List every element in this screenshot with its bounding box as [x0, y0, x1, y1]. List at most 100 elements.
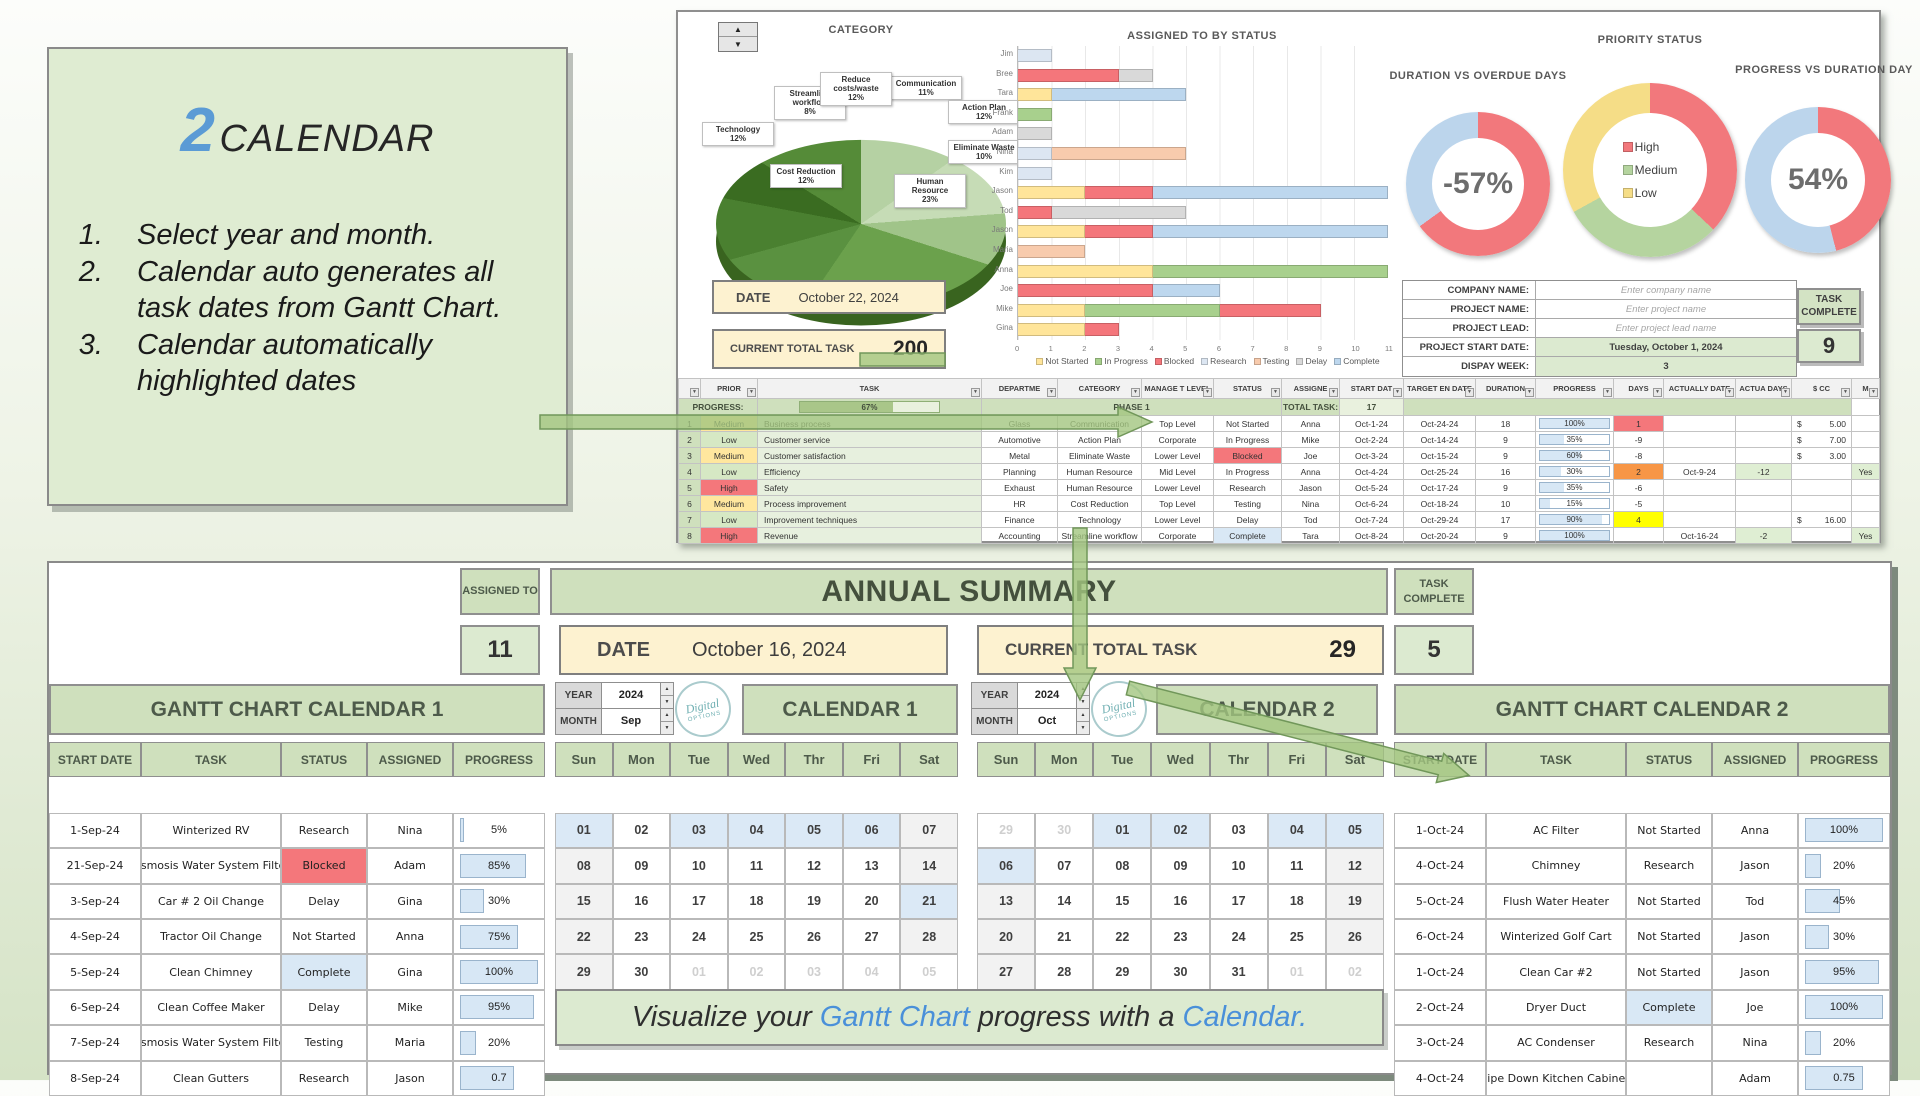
task-cell: Cost Reduction: [1057, 495, 1142, 512]
spinner[interactable]: ▲ ▼: [660, 683, 673, 708]
company-info-value[interactable]: Enter company name: [1620, 284, 1712, 296]
bar-category-label: Nina: [996, 147, 1013, 156]
bar-category-label: Jason: [991, 186, 1013, 196]
filter-dropdown-icon[interactable]: ▼: [1203, 388, 1212, 397]
task-cell: Glass: [981, 415, 1058, 432]
date-value: October 22, 2024: [798, 289, 899, 305]
filter-dropdown-icon[interactable]: ▼: [1465, 388, 1474, 397]
legend-item: In Progress: [1095, 356, 1148, 366]
gantt-cell: Nina: [367, 812, 453, 849]
task-cell: Medium: [700, 447, 758, 464]
days-cell: -5: [1613, 495, 1664, 512]
calendar2-year-month-selector[interactable]: YEAR 2024 ▲ ▼ MONTH Oct ▲ ▼: [971, 682, 1090, 735]
chart-spinner[interactable]: ▲ ▼: [718, 22, 758, 52]
spin-up-icon[interactable]: ▲: [719, 23, 757, 37]
gantt-cell: 4-Oct-24: [1394, 1060, 1486, 1096]
task-cell: 17: [1475, 511, 1536, 528]
legend-item: Research: [1201, 356, 1247, 366]
filter-dropdown-icon[interactable]: ▼: [1329, 388, 1338, 397]
row-number: 3: [678, 447, 701, 464]
calendar-day-cell: 30: [1035, 812, 1094, 849]
cost-cell: $3.00: [1791, 447, 1852, 464]
spin-down-icon[interactable]: ▼: [661, 695, 673, 708]
company-info-row: PROJECT NAME: Enter project name: [1403, 300, 1796, 319]
calendar1-year-month-selector[interactable]: YEAR 2024 ▲ ▼ MONTH Sep ▲ ▼: [555, 682, 674, 735]
bar-segment: [1018, 225, 1086, 239]
selector-value[interactable]: 2024: [1018, 683, 1076, 708]
donut-center-value: 54%: [1787, 163, 1849, 196]
filter-dropdown-icon[interactable]: ▼: [1271, 388, 1280, 397]
filter-dropdown-icon[interactable]: ▼: [1393, 388, 1402, 397]
filter-dropdown-icon[interactable]: ▼: [1047, 388, 1056, 397]
cost-cell: [1791, 495, 1852, 512]
bar-category-label: Tod: [1000, 205, 1013, 215]
filter-dropdown-icon[interactable]: ▼: [1131, 388, 1140, 397]
filter-dropdown-icon[interactable]: ▼: [1869, 388, 1878, 397]
progress-cell: 100%: [1535, 527, 1614, 544]
filter-dropdown-icon[interactable]: ▼: [690, 388, 699, 397]
spinner[interactable]: ▲ ▼: [660, 708, 673, 734]
task-cell: Low: [700, 511, 758, 528]
calendar-day-cell: 19: [785, 883, 843, 919]
task-cell: Lower Level: [1141, 447, 1214, 464]
bar-segment: [1018, 127, 1052, 141]
filter-dropdown-icon[interactable]: ▼: [747, 388, 756, 397]
row-number: 6: [678, 495, 701, 512]
gantt-cell: 5-Sep-24: [49, 954, 141, 990]
task-row: 1 Medium Business process Glass Communicatio…: [678, 415, 1880, 432]
column-header: ASSIGNE ▼: [1281, 378, 1340, 399]
filter-dropdown-icon[interactable]: ▼: [1603, 388, 1612, 397]
filter-dropdown-icon[interactable]: ▼: [1725, 388, 1734, 397]
gantt-cell: Wipe Down Kitchen Cabinets: [1486, 1060, 1626, 1096]
company-info-value[interactable]: 3: [1536, 357, 1796, 376]
spin-down-icon[interactable]: ▼: [719, 37, 757, 51]
company-info-panel: COMPANY NAME: Enter company name PROJECT N…: [1402, 280, 1797, 377]
legend-swatch-icon: [1622, 188, 1633, 198]
company-info-value[interactable]: Enter project name: [1625, 303, 1707, 315]
filter-dropdown-icon[interactable]: ▼: [1841, 388, 1850, 397]
gantt-column-header: TASK: [1486, 742, 1626, 778]
spin-up-icon[interactable]: ▲: [1077, 683, 1089, 696]
selector-value[interactable]: Oct: [1018, 708, 1076, 734]
calendar-day-cell: 02: [1151, 812, 1210, 849]
spin-up-icon[interactable]: ▲: [1077, 708, 1089, 722]
task-cell: Top Level: [1141, 415, 1214, 432]
filter-dropdown-icon[interactable]: ▼: [971, 388, 980, 397]
selector-value[interactable]: 2024: [602, 683, 660, 708]
gantt2-title: GANTT CHART CALENDAR 2: [1394, 684, 1890, 735]
filter-dropdown-icon[interactable]: ▼: [1525, 388, 1534, 397]
spin-down-icon[interactable]: ▼: [1077, 721, 1089, 734]
cost-cell: [1791, 527, 1852, 544]
filter-dropdown-icon[interactable]: ▼: [1781, 388, 1790, 397]
spinner[interactable]: ▲ ▼: [1076, 683, 1089, 708]
calendar-day-cell: 02: [612, 812, 671, 849]
legend-swatch-icon: [1622, 165, 1633, 175]
task-cell: Automotive: [981, 431, 1058, 448]
task-cell: Oct-7-24: [1339, 511, 1404, 528]
gantt-cell: 1-Oct-24: [1394, 812, 1486, 849]
spin-up-icon[interactable]: ▲: [661, 683, 673, 696]
selector-value[interactable]: Sep: [602, 708, 660, 734]
filter-dropdown-icon[interactable]: ▼: [1653, 388, 1662, 397]
spin-up-icon[interactable]: ▲: [661, 708, 673, 722]
bar-category-label: Gina: [996, 323, 1013, 333]
bar-segment: [1018, 303, 1086, 317]
spin-down-icon[interactable]: ▼: [661, 721, 673, 734]
company-info-value[interactable]: Enter project lead name: [1615, 322, 1717, 334]
gantt-column-header: STATUS: [281, 742, 367, 778]
gantt-cell: Adam: [1712, 1060, 1798, 1096]
calendar-day-cell: 31: [1209, 954, 1268, 990]
spin-down-icon[interactable]: ▼: [1077, 695, 1089, 708]
gantt-cell: Jason: [1712, 918, 1798, 955]
spinner[interactable]: ▲ ▼: [1076, 708, 1089, 734]
gantt-cell: 21-Sep-24: [49, 848, 141, 884]
calendar1-grid: Sun Mon Tue Wed Thr Fri Sat 01 02 03 04 05 06 07 08 09 1…: [555, 742, 958, 990]
task-cell: Oct-8-24: [1339, 527, 1404, 544]
task-cell: Finance: [981, 511, 1058, 528]
gantt-cell: Maria: [367, 1025, 453, 1061]
x-axis-tick: 2: [1082, 344, 1087, 353]
legend-item: Not Started: [1036, 356, 1088, 366]
company-info-value[interactable]: Tuesday, October 1, 2024: [1536, 338, 1796, 356]
legend-swatch-icon: [1201, 357, 1209, 365]
pie-slice-label: Cost Reduction 12%: [770, 164, 842, 189]
